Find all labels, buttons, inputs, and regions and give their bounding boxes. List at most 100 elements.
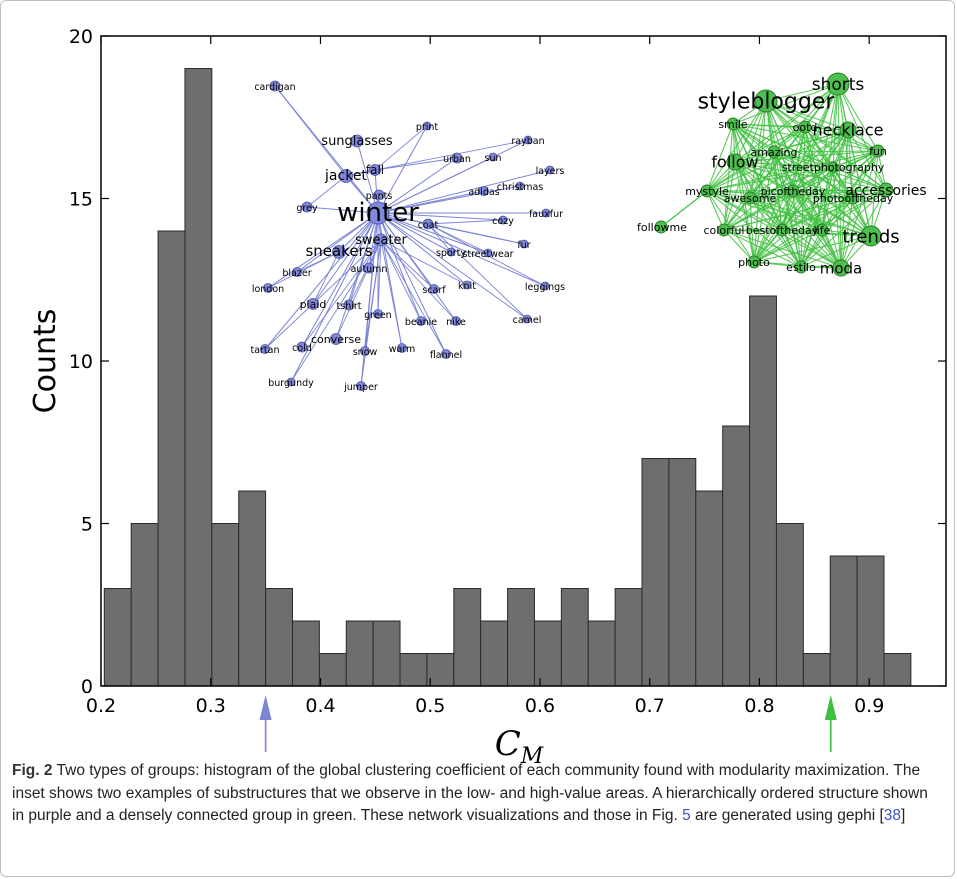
y-tick-label-3: 15 — [69, 189, 93, 211]
green-node-ootd — [798, 120, 812, 134]
purple-node-label-autumn: autumn — [351, 264, 388, 275]
green-edge-135 — [749, 166, 834, 199]
ticks-layer: 0.2 0.3 0.4 0.5 0.6 0.7 0.8 0.9 0 5 10 15 20 — [69, 26, 946, 717]
figure-number: Fig. 2 — [12, 762, 53, 779]
threshold-arrow-head-0 — [259, 695, 272, 720]
green-node-label-awesome: awesome — [724, 192, 777, 205]
purple-node-converse — [330, 333, 342, 345]
y-tick-label-0: 0 — [81, 676, 93, 698]
caption-text: Two types of groups: histogram of the gl… — [12, 762, 928, 824]
purple-extra-edge-6 — [301, 239, 382, 348]
green-edge-147 — [706, 190, 854, 199]
caption-text-2: are generated using gephi [ — [690, 807, 884, 824]
figure-reference-link[interactable]: 5 — [682, 807, 691, 824]
green-node-life — [815, 223, 829, 237]
purple-node-label-warm: warm — [389, 344, 416, 355]
purple-node-cozy — [498, 215, 508, 225]
histogram-bar-6 — [265, 588, 293, 687]
purple-node-label-sweater: sweater — [355, 233, 407, 248]
histogram-bar-4 — [211, 523, 240, 687]
purple-edge-24 — [267, 212, 379, 289]
histogram-bar-0 — [103, 588, 132, 687]
purple-node-layers — [545, 165, 555, 175]
purple-node-label-scarf: scarf — [422, 285, 446, 296]
purple-node-label-fauxfur: fauxfur — [529, 209, 563, 220]
green-node-label-fun: fun — [869, 145, 887, 158]
green-node-follow — [726, 153, 744, 171]
purple-node-adidas — [479, 186, 489, 196]
x-tick-label-3: 0.5 — [415, 695, 445, 717]
green-edge-60 — [734, 126, 806, 163]
green-node-label-followme: followme — [637, 221, 687, 234]
purple-edge-1 — [377, 125, 428, 214]
purple-node-label-grey: grey — [296, 203, 318, 214]
histogram-bar-16 — [533, 620, 562, 687]
purple-extra-edge-25 — [274, 85, 347, 177]
purple-node-plaid — [307, 298, 319, 310]
purple-edge-40 — [290, 212, 379, 383]
purple-edge-12 — [306, 206, 379, 214]
green-node-label-photo: photo — [738, 256, 770, 269]
purple-node-label-green: green — [364, 310, 391, 321]
purple-node-sneakers — [332, 245, 346, 259]
green-node-smile — [726, 117, 740, 131]
green-edge-130 — [734, 161, 802, 268]
green-edge-204 — [753, 235, 872, 263]
green-edge-35 — [765, 100, 872, 237]
green-edge-156 — [749, 190, 794, 199]
purple-edge-28 — [312, 212, 379, 305]
histogram-bar-19 — [614, 588, 643, 687]
purple-node-label-cozy: cozy — [492, 216, 514, 227]
purple-node-christmas — [515, 181, 525, 191]
purple-node-pants — [373, 189, 385, 201]
histogram-bar-10 — [372, 620, 401, 687]
purple-node-label-flannel: flannel — [430, 350, 462, 361]
purple-edge-36 — [301, 212, 379, 348]
purple-edge-15 — [377, 212, 504, 221]
purple-node-label-beanie: beanie — [405, 317, 437, 328]
purple-extra-edge-14 — [380, 239, 468, 286]
histogram-bar-2 — [157, 230, 186, 687]
purple-node-green — [373, 309, 383, 319]
green-edge-191 — [723, 229, 872, 237]
green-node-trends — [860, 225, 882, 247]
purple-extra-edge-17 — [380, 239, 447, 355]
green-edge-192 — [723, 229, 755, 263]
green-node-amazing — [767, 145, 781, 159]
purple-node-label-leggings: leggings — [525, 282, 565, 293]
green-node-photooftheday — [846, 191, 860, 205]
purple-node-label-knit: knit — [458, 281, 476, 292]
histogram-bar-17 — [560, 588, 589, 687]
histogram-bar-21 — [668, 458, 697, 687]
purple-node-label-cold: cold — [292, 343, 312, 354]
green-node-colorful — [717, 223, 731, 237]
purple-edge-26 — [377, 212, 546, 287]
purple-node-label-jumper: jumper — [343, 382, 378, 393]
green-edge-146 — [706, 190, 751, 199]
purple-node-label-burgundy: burgundy — [268, 378, 314, 389]
purple-node-burgundy — [286, 377, 296, 387]
purple-node-tartan — [260, 344, 270, 354]
histogram-bar-28 — [856, 555, 885, 687]
green-edge-150 — [706, 190, 823, 231]
green-node-awesome — [743, 191, 757, 205]
green-edge-78 — [706, 129, 849, 192]
purple-node-streetwear — [483, 248, 493, 258]
green-edge-106 — [773, 151, 834, 168]
green-node-label-moda: moda — [820, 259, 863, 277]
purple-edge-33 — [377, 212, 528, 320]
green-edge-124 — [734, 161, 854, 199]
purple-node-label-fur: fur — [517, 240, 530, 251]
green-node-label-necklace: necklace — [813, 121, 884, 140]
purple-node-label-london: london — [252, 284, 284, 295]
purple-node-tshirt — [343, 299, 355, 311]
green-edge-126 — [734, 161, 783, 231]
green-edge-198 — [781, 229, 802, 268]
purple-extra-edge-24 — [374, 139, 529, 171]
citation-link[interactable]: 38 — [883, 807, 901, 824]
histogram-bar-27 — [829, 555, 858, 687]
green-edge-19 — [837, 83, 842, 269]
green-edge-175 — [723, 197, 751, 231]
green-edge-202 — [800, 229, 823, 268]
purple-node-label-streetwear: streetwear — [462, 249, 513, 260]
